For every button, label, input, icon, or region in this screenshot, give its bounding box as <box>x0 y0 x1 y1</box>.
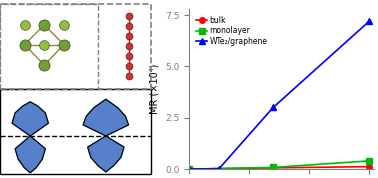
bulk <box>187 168 191 170</box>
WTe₂/graphene <box>187 168 191 170</box>
Line: WTe₂/graphene: WTe₂/graphene <box>186 18 373 173</box>
Polygon shape <box>15 136 45 173</box>
bulk <box>367 166 372 168</box>
Legend: bulk, monolayer, WTe₂/graphene: bulk, monolayer, WTe₂/graphene <box>193 13 271 49</box>
Line: monolayer: monolayer <box>186 158 372 172</box>
Polygon shape <box>12 102 48 136</box>
Line: bulk: bulk <box>186 164 372 172</box>
monolayer <box>187 168 191 170</box>
monolayer <box>367 160 372 162</box>
Polygon shape <box>88 136 124 172</box>
WTe₂/graphene <box>217 168 221 170</box>
Y-axis label: MR (×10⁴): MR (×10⁴) <box>149 64 160 114</box>
WTe₂/graphene <box>367 20 372 22</box>
bulk <box>271 167 276 169</box>
monolayer <box>271 166 276 169</box>
Polygon shape <box>83 99 129 136</box>
WTe₂/graphene <box>271 106 276 109</box>
